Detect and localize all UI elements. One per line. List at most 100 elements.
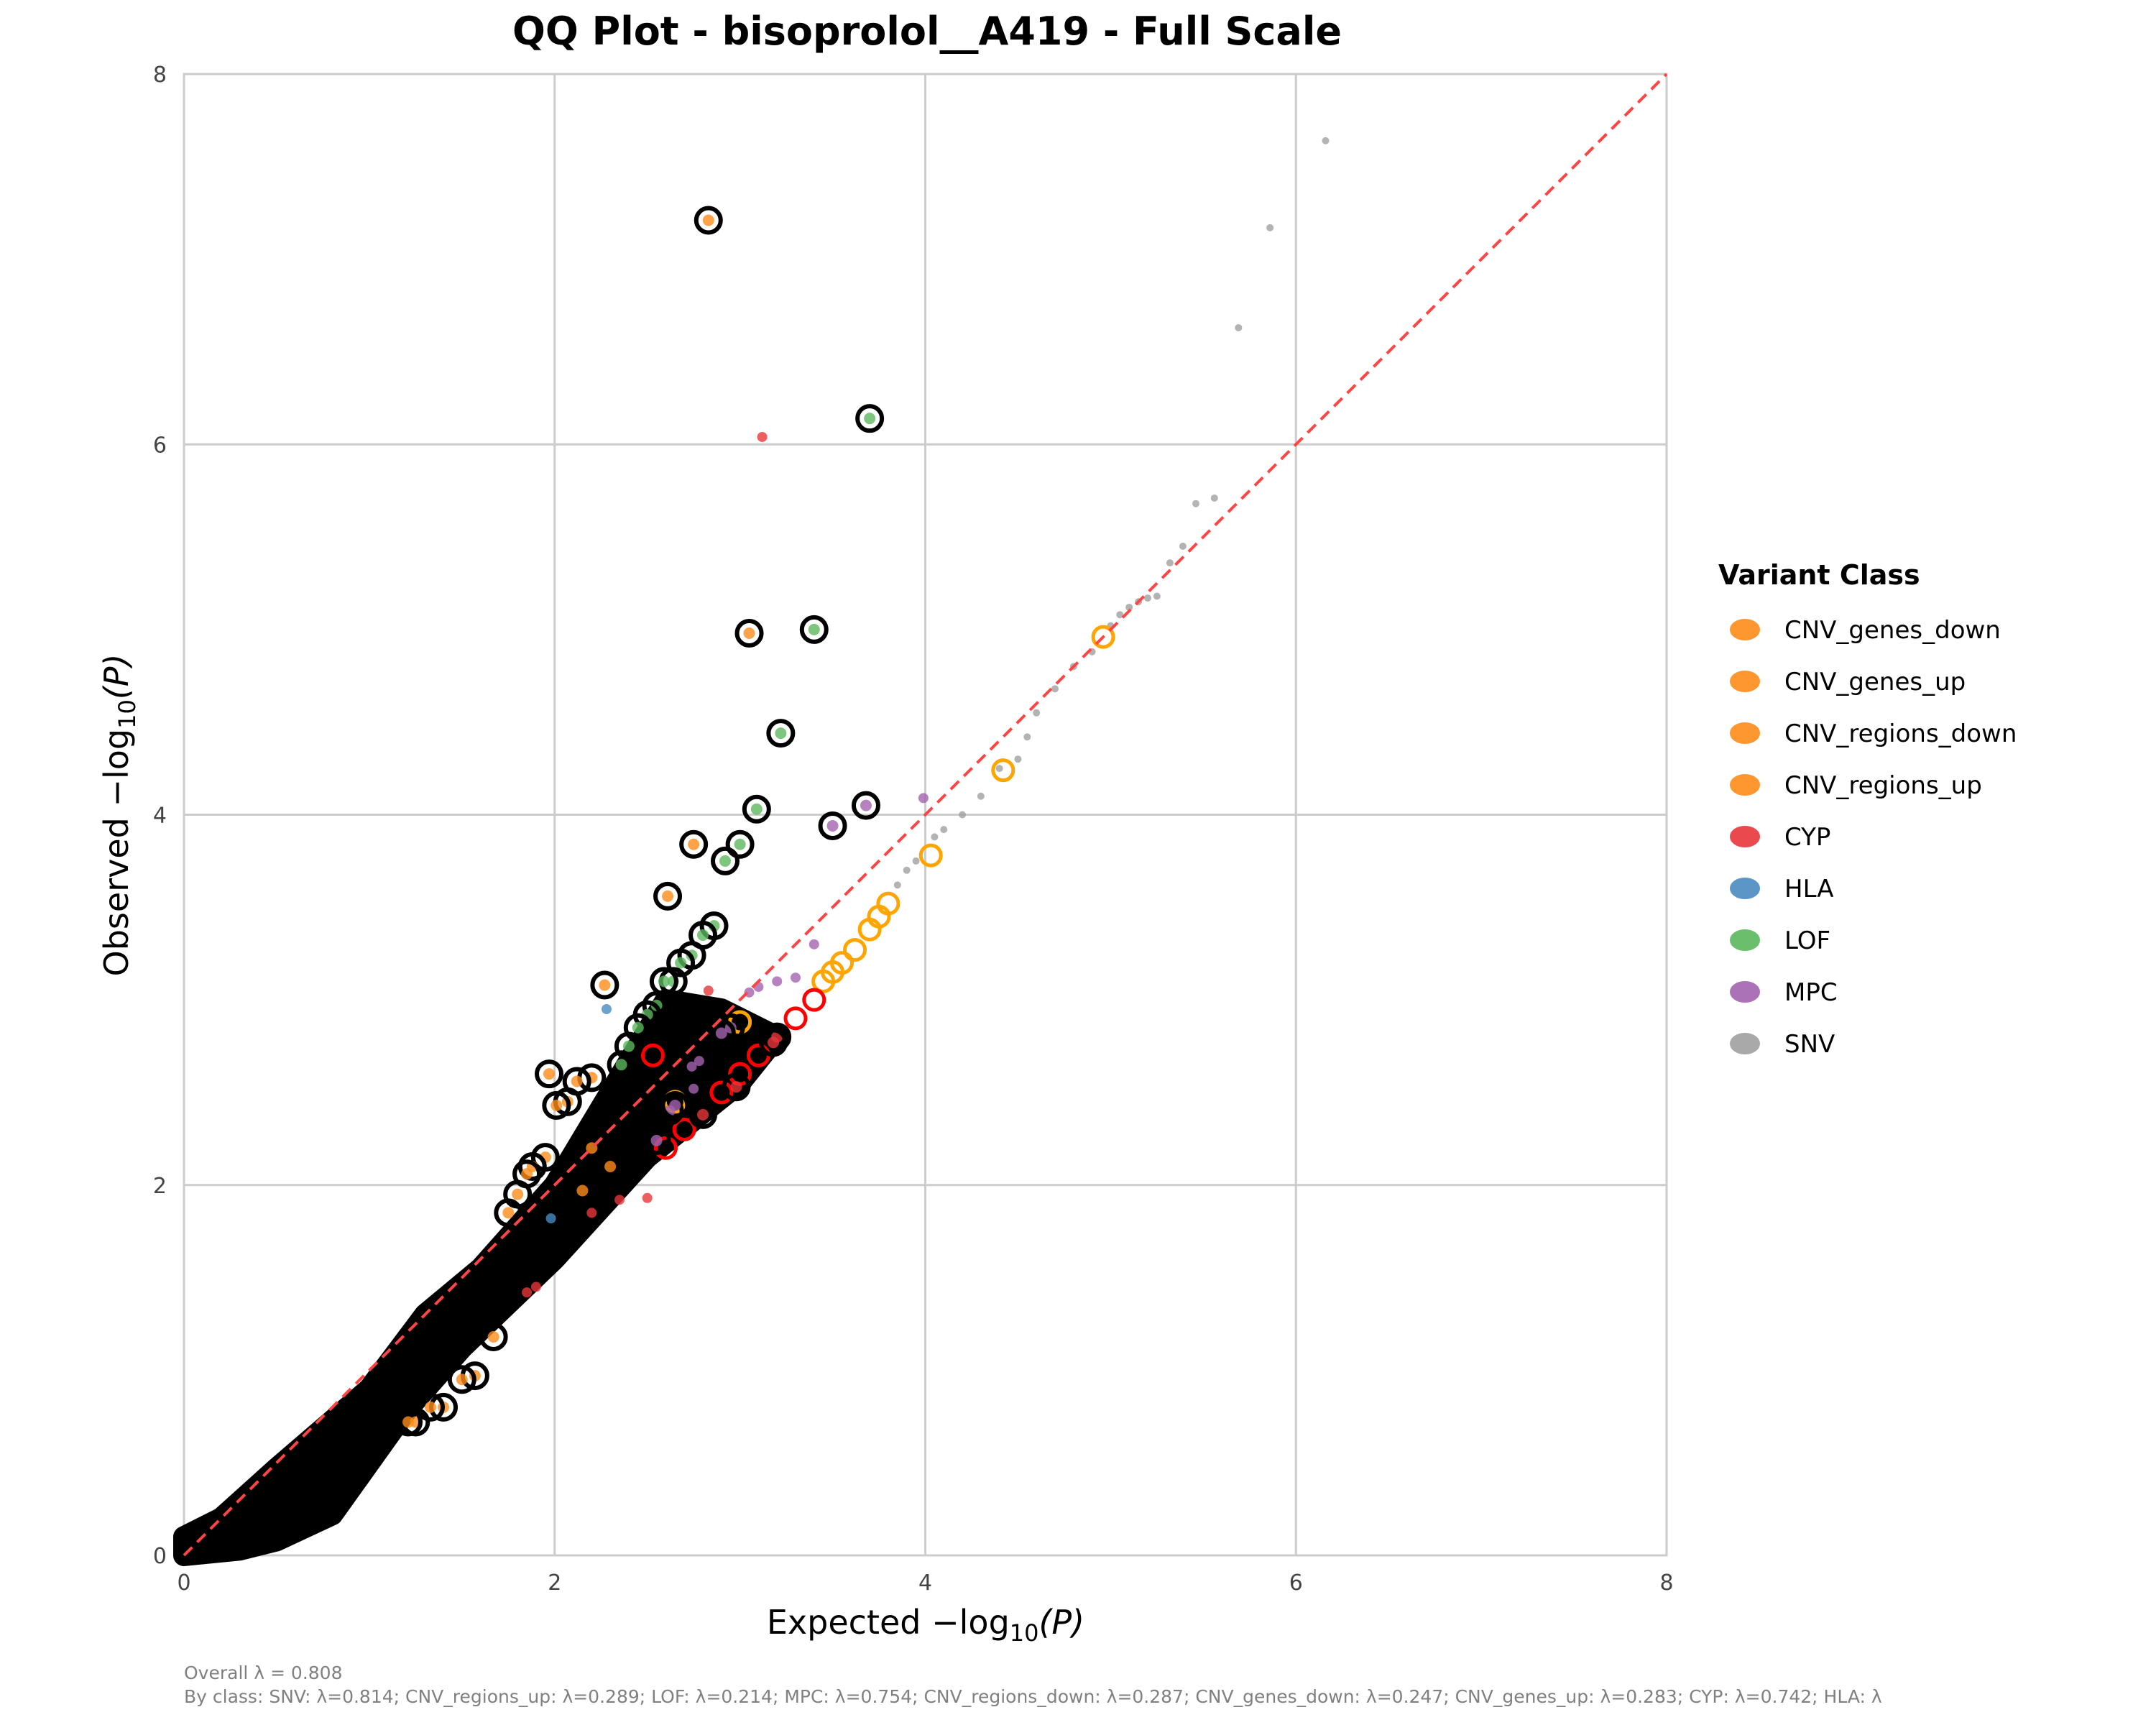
point-cyp <box>522 1287 533 1298</box>
open-point-cyp <box>783 1006 808 1031</box>
tick-labels: 0 2 4 6 8 0 2 4 6 8 <box>153 63 1674 1596</box>
x-tick-label: 6 <box>1289 1570 1303 1596</box>
highlighted-point-lof <box>750 803 763 815</box>
legend-label: CNV_genes_down <box>1784 616 2001 645</box>
legend-label: CYP <box>1784 823 1830 852</box>
legend-label: CNV_genes_up <box>1784 668 1966 696</box>
point-snv <box>1166 559 1174 567</box>
highlight-ring <box>679 829 709 859</box>
y-tick-label: 2 <box>153 1174 167 1199</box>
point-snv <box>959 811 967 819</box>
highlighted-point-cnv_genes_down <box>424 1401 436 1413</box>
highlight-ring <box>655 1096 684 1126</box>
point-mpc <box>918 793 929 804</box>
highlight-ring <box>666 948 696 978</box>
legend-marker-cnv_regions_up <box>1730 774 1760 796</box>
open-point-cnv_regions_up <box>811 969 836 993</box>
highlight-ring <box>725 829 755 859</box>
y-tick-label: 8 <box>153 63 167 88</box>
highlighted-point-cnv_genes_down <box>702 214 714 226</box>
open-point-cyp <box>653 1136 678 1160</box>
open-point-cyp <box>802 988 826 1012</box>
legend-label: CNV_regions_up <box>1784 771 1982 800</box>
legend-label: MPC <box>1784 978 1838 1007</box>
highlight-ring <box>766 719 796 748</box>
point-snv <box>1023 733 1031 741</box>
point-snv <box>1235 323 1243 331</box>
highlight-ring <box>535 1059 564 1089</box>
highlight-ring <box>447 1365 476 1394</box>
highlighted-point-lof <box>632 1021 644 1034</box>
legend-label: SNV <box>1784 1030 1835 1059</box>
highlighted-point-lof <box>697 929 709 941</box>
y-axis-label: Observed −log10(P) <box>97 654 141 977</box>
highlight-ring <box>742 794 771 824</box>
point-snv <box>940 826 948 834</box>
point-mpc <box>772 976 783 987</box>
legend-label: LOF <box>1784 926 1830 955</box>
open-point-cnv_regions_up <box>843 938 867 962</box>
legend-marker-cnv_genes_up <box>1730 671 1760 692</box>
legend-label: HLA <box>1784 875 1834 903</box>
point-cyp <box>757 431 768 442</box>
point-snv <box>1192 500 1199 507</box>
highlighted-point-cnv_genes_down <box>550 1099 563 1111</box>
highlight-ring <box>479 1322 508 1352</box>
highlighted-point-cnv_genes_down <box>487 1331 499 1343</box>
legend-label: CNV_regions_down <box>1784 719 2017 748</box>
open-point-cyp <box>709 1080 734 1105</box>
legend: Variant Class CNV_genes_down CNV_genes_up… <box>1718 559 2017 1059</box>
highlighted-point-lof <box>622 1040 635 1052</box>
highlighted-point-cnv_genes_down <box>521 1168 533 1180</box>
reference-line <box>183 73 1668 1557</box>
highlight-ring <box>517 1151 547 1181</box>
highlighted-point-lof <box>615 1059 627 1071</box>
highlight-ring <box>734 619 764 648</box>
open-point-cyp <box>672 1117 696 1141</box>
point-mpc <box>790 972 801 983</box>
point-mpc <box>694 1056 704 1067</box>
highlighted-point-cnv_genes_down <box>543 1068 556 1080</box>
overall-lambda: Overall λ = 0.808 <box>184 1662 343 1683</box>
highlighted-point-mpc <box>860 799 872 811</box>
y-tick-label: 0 <box>153 1544 167 1569</box>
highlight-ring <box>542 1090 571 1120</box>
chart-title: QQ Plot - bisoprolol__A419 - Full Scale <box>512 9 1342 54</box>
x-tick-label: 8 <box>1659 1570 1673 1596</box>
grid <box>183 73 1668 1557</box>
highlight-ring <box>494 1198 523 1228</box>
highlighted-point-cnv_genes_down <box>502 1207 515 1219</box>
highlight-ring <box>722 1072 751 1102</box>
point-snv <box>1210 494 1218 502</box>
highlight-ring <box>415 1392 445 1422</box>
highlight-ring <box>590 970 619 1000</box>
point-snv <box>977 792 985 800</box>
highlight-ring <box>660 1090 690 1120</box>
dense-points-cloud <box>173 989 788 1566</box>
highlighted-point-cyp <box>697 1108 709 1121</box>
highlighted-point-lof <box>719 855 731 867</box>
highlighted-point-cyp <box>730 1081 742 1093</box>
highlighted-point-lof <box>675 957 687 969</box>
highlight-ring <box>688 1100 718 1129</box>
highlight-ring <box>818 811 847 840</box>
highlighted-point-mpc <box>650 1134 663 1146</box>
highlighted-point-lof <box>775 727 787 740</box>
highlighted-point-cnv_genes_down <box>402 1416 415 1428</box>
highlighted-point-mpc <box>715 1027 727 1039</box>
highlighted-point-cyp <box>768 1036 780 1049</box>
point-mpc <box>808 939 819 949</box>
y-tick-label: 6 <box>153 433 167 458</box>
open-point-cnv_regions_up <box>918 843 943 868</box>
open-point-cnv_regions_up <box>991 758 1015 783</box>
point-snv <box>1014 755 1022 763</box>
highlighted-point-lof <box>658 975 670 988</box>
point-snv <box>912 857 920 865</box>
point-cyp <box>703 985 714 996</box>
point-snv <box>995 765 1003 773</box>
point-cyp <box>530 1282 541 1292</box>
highlighted-point-cnv_genes_down <box>576 1184 589 1197</box>
highlight-ring <box>710 846 740 875</box>
highlighted-point-cnv_genes_down <box>599 979 611 991</box>
